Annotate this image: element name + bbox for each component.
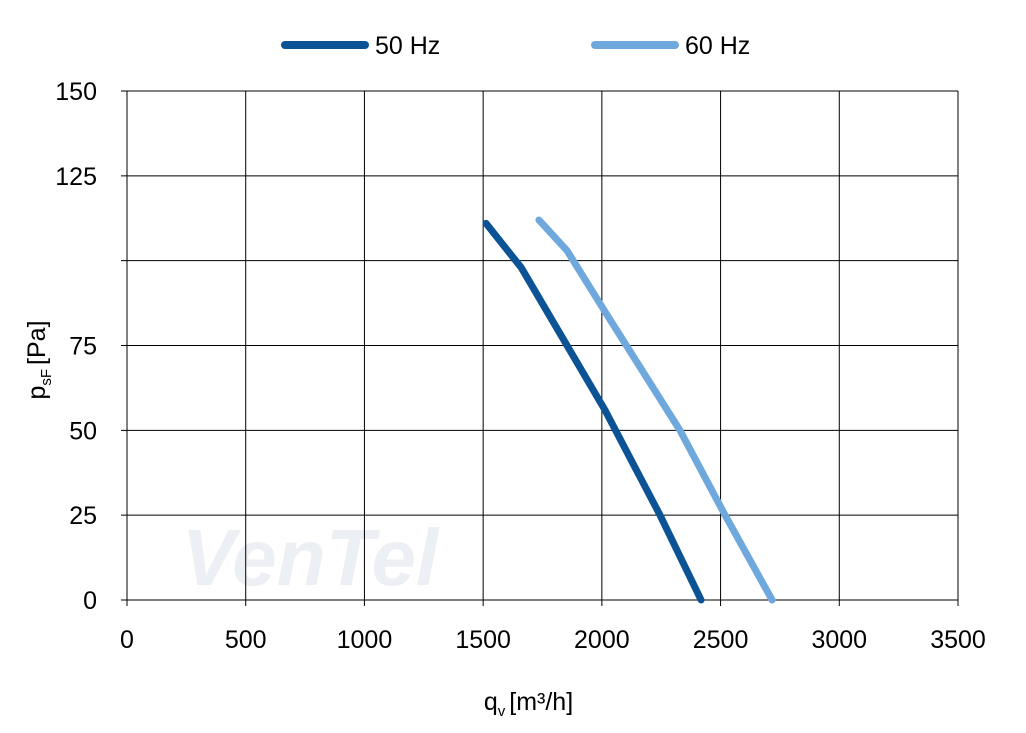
series-line: [535, 216, 776, 604]
legend-label: 50 Hz: [375, 32, 440, 60]
x-tick-label: 1000: [337, 626, 393, 654]
x-tick-label: 2500: [693, 626, 749, 654]
axis-label-unit: [Pa]: [23, 320, 51, 364]
y-tick-label: 50: [69, 417, 97, 445]
axis-label-sub: sF: [38, 369, 55, 386]
x-tick-label: 3000: [811, 626, 867, 654]
axis-label: qv [m³/h]: [484, 688, 573, 720]
y-tick-label: 150: [55, 78, 97, 106]
x-tick-label: 500: [225, 626, 267, 654]
x-tick-label: 1500: [455, 626, 511, 654]
series-line: [482, 219, 705, 604]
axis-label-main: p: [23, 386, 51, 400]
y-tick-label: 0: [83, 587, 97, 615]
x-tick-label: 3500: [930, 626, 986, 654]
axis-label-main: q: [484, 688, 498, 716]
y-tick-label: 125: [55, 163, 97, 191]
x-tick-label: 2000: [574, 626, 630, 654]
axis-label-unit: [m³/h]: [509, 688, 573, 716]
y-tick-label: 25: [69, 502, 97, 530]
axis-label-sub: v: [498, 703, 506, 720]
x-tick-label: 0: [120, 626, 134, 654]
axis-label: psF [Pa]: [23, 320, 55, 399]
y-tick-label: 75: [69, 333, 97, 361]
legend-label: 60 Hz: [685, 32, 750, 60]
watermark: VenTel: [182, 513, 440, 602]
